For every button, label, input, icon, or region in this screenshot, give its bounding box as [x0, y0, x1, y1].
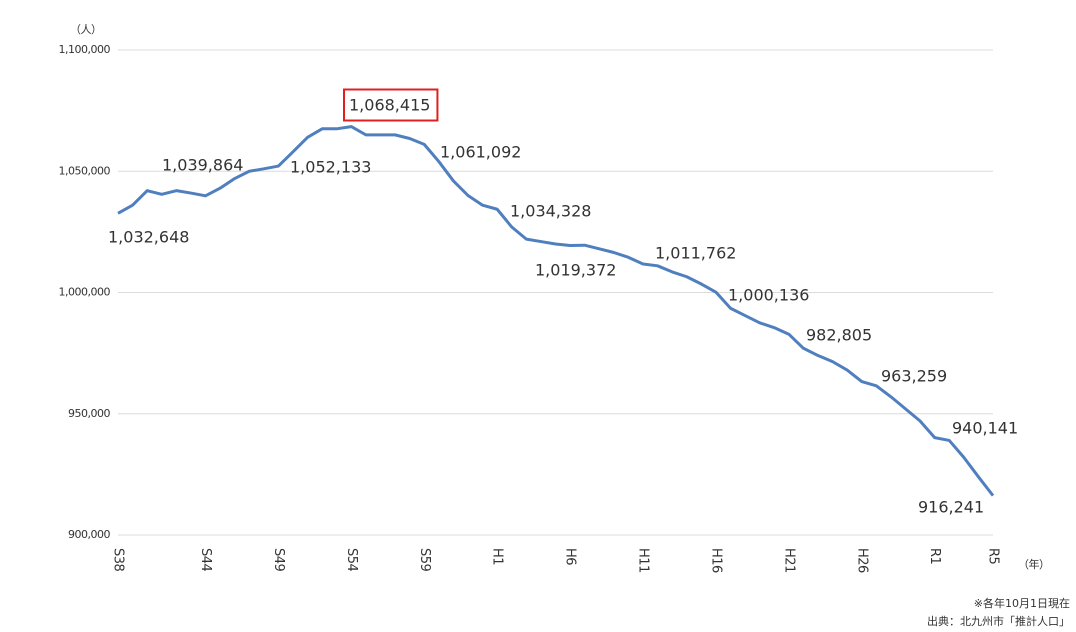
x-tick-label: H6 [563, 548, 578, 565]
data-label: 1,032,648 [108, 228, 189, 247]
x-tick-label: H11 [636, 548, 651, 573]
x-tick-label: S38 [111, 548, 126, 572]
data-label: 940,141 [952, 419, 1018, 438]
x-tick-label: S44 [198, 548, 213, 572]
data-label: 1,034,328 [510, 202, 591, 221]
x-tick-label: H1 [490, 548, 505, 565]
x-tick-label: S59 [417, 548, 432, 572]
x-tick-label: S49 [271, 548, 286, 572]
data-label: 1,019,372 [535, 261, 616, 280]
y-tick-label: 1,100,000 [59, 43, 111, 56]
data-label: 1,039,864 [162, 156, 243, 175]
data-label: 1,000,136 [728, 286, 809, 305]
note: ※各年10月1日現在 [974, 596, 1070, 610]
y-tick-label: 900,000 [68, 528, 110, 541]
x-tick-label: R1 [927, 548, 942, 565]
x-tick-label: H16 [708, 548, 723, 573]
x-tick-label: R5 [986, 548, 1001, 565]
y-unit: （人） [70, 23, 102, 36]
data-label: 1,052,133 [290, 158, 371, 177]
x-tick-label: H21 [781, 548, 796, 573]
source: 出典：北九州市「推計人口」 [927, 614, 1070, 628]
data-label: 963,259 [881, 367, 947, 386]
data-label: 982,805 [806, 326, 872, 345]
data-label: 1,061,092 [440, 143, 521, 162]
line [117, 125, 995, 497]
data-label: 1,068,415 [349, 96, 430, 115]
x-tick-label: H26 [854, 548, 869, 573]
x-tick-label: S54 [344, 548, 359, 572]
x-unit: （年） [1018, 557, 1050, 571]
y-tick-label: 1,000,000 [59, 286, 111, 299]
y-tick-label: 1,050,000 [59, 164, 111, 177]
data-label: 916,241 [918, 498, 984, 517]
highlight-box [343, 88, 439, 122]
data-label: 1,011,762 [655, 244, 736, 263]
y-tick-label: 950,000 [68, 407, 110, 420]
